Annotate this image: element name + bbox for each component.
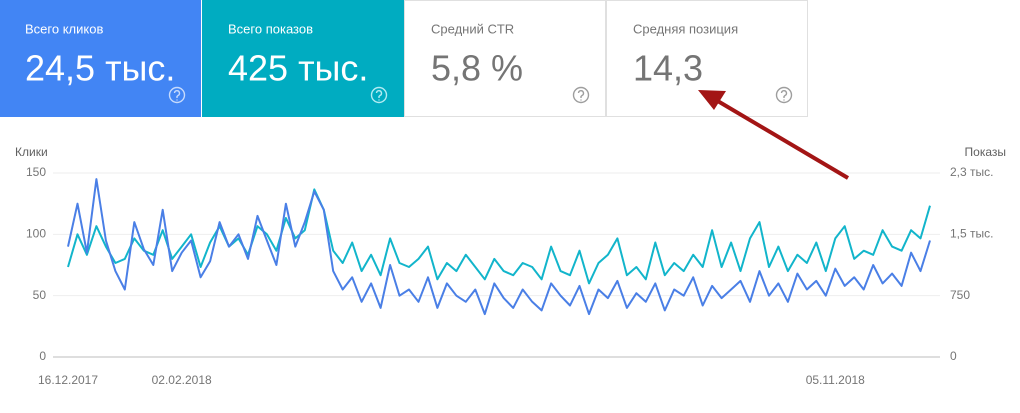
card-label: Всего показов [228, 21, 313, 36]
series-line [67, 178, 931, 316]
y-tick-label: 50 [33, 288, 47, 302]
card-label: Всего кликов [25, 21, 103, 36]
card-value: 425 тыс. [228, 48, 368, 89]
card-value: 5,8 % [431, 48, 523, 89]
y2-tick-label: 750 [950, 288, 970, 302]
help-icon[interactable] [572, 86, 590, 104]
help-icon[interactable] [775, 86, 793, 104]
help-icons [168, 86, 793, 104]
help-icon[interactable] [168, 86, 186, 104]
card-impressions[interactable] [202, 0, 404, 117]
y2-tick-label: 2,3 тыс. [950, 165, 993, 179]
card-ctr[interactable] [404, 0, 606, 117]
y2-tick-label: 0 [950, 349, 957, 363]
plot: 0 50 100 150 0 750 1,5 тыс. 2,3 тыс. 16.12.2017 0… [26, 165, 994, 387]
card-value: 14,3 [633, 48, 703, 89]
help-icon[interactable] [370, 86, 388, 104]
y-tick-label: 100 [26, 227, 46, 241]
x-tick-label: 16.12.2017 [38, 373, 98, 387]
y-tick-label: 150 [26, 165, 46, 179]
y-axis-title: Клики [15, 145, 48, 159]
x-tick-label: 02.02.2018 [152, 373, 212, 387]
card-clicks[interactable] [0, 0, 201, 117]
y-tick-label: 0 [39, 349, 46, 363]
y2-axis-title: Показы [965, 145, 1006, 159]
card-label: Средняя позиция [633, 21, 738, 36]
x-tick-label: 05.11.2018 [806, 373, 865, 387]
card-value: 24,5 тыс. [25, 48, 175, 89]
series-line [67, 188, 931, 285]
annotation-arrow [698, 90, 850, 180]
y2-tick-label: 1,5 тыс. [950, 227, 993, 241]
card-label: Средний CTR [431, 21, 514, 36]
